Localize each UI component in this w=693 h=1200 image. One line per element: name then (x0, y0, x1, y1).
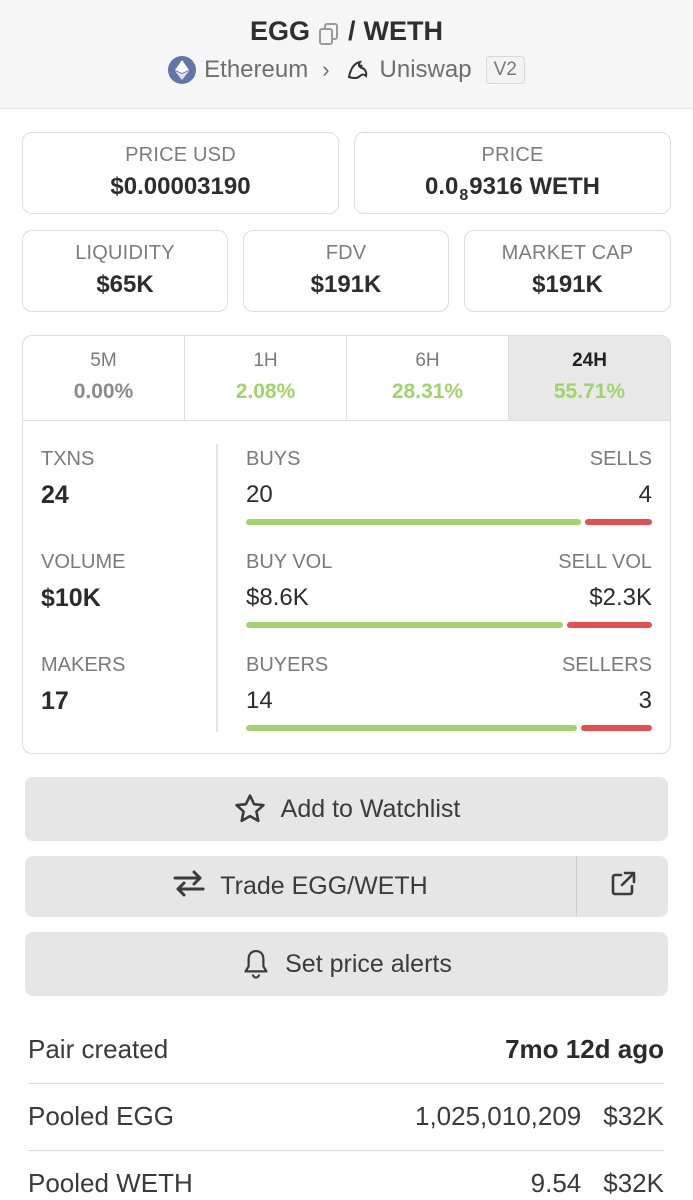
alerts-label: Set price alerts (285, 949, 452, 978)
change-24h: 55.71% (553, 380, 626, 403)
timeframe-tabs: 5M 0.00% 1H 2.08% 6H 28.31% 24H 55.71% (23, 336, 670, 421)
liquidity-value: $65K (96, 271, 154, 298)
swap-arrows-icon (172, 869, 206, 904)
tab-5m[interactable]: 5M 0.00% (23, 336, 185, 420)
market-cap-value: $191K (532, 271, 603, 298)
volume-split: BUY VOL SELL VOL $8.6K $2.3K (246, 551, 652, 628)
sell-vol-value: $2.3K (589, 584, 652, 611)
liquidity-card: LIQUIDITY $65K (22, 230, 228, 312)
sellers-value: 3 (638, 687, 652, 714)
watchlist-label: Add to Watchlist (280, 794, 461, 823)
txns-metric: TXNS 24 (41, 448, 95, 509)
pooled-quote-label: Pooled WETH (28, 1168, 193, 1198)
row-divider (28, 1150, 664, 1151)
buys-value: 20 (246, 481, 273, 508)
external-link-icon (609, 870, 637, 903)
liquidity-label: LIQUIDITY (75, 242, 175, 264)
price-usd-value: $0.00003190 (110, 173, 251, 200)
chevron-right-icon: › (322, 57, 330, 82)
version-badge: V2 (485, 56, 525, 84)
base-token-symbol: EGG (249, 16, 310, 46)
price-native-label: PRICE (481, 144, 544, 166)
trade-label: Trade EGG/WETH (220, 872, 428, 900)
uniswap-icon (344, 56, 372, 84)
makers-split: BUYERS SELLERS 14 3 (246, 654, 652, 731)
market-cap-label: MARKET CAP (501, 242, 634, 264)
volume-ratio-bar (246, 622, 652, 628)
volume-value: $10K (41, 584, 101, 612)
price-usd-card: PRICE USD $0.00003190 (22, 132, 339, 214)
makers-value: 17 (41, 687, 69, 715)
price-native-value: 0.089316 WETH (425, 173, 600, 204)
change-6h: 28.31% (391, 380, 464, 403)
pair-title: EGG / WETH (0, 16, 693, 47)
fdv-label: FDV (325, 242, 367, 264)
star-icon (233, 792, 267, 826)
pair-header: EGG / WETH Ethereum › Uniswap V2 (0, 0, 693, 109)
copy-icon[interactable] (318, 21, 340, 45)
pair-created-value: 7mo 12d ago (505, 1034, 664, 1064)
txns-split: BUYS SELLS 20 4 (246, 448, 652, 525)
fdv-card: FDV $191K (243, 230, 449, 312)
pooled-base-row: Pooled EGG 1,025,010,209 $32K (28, 1101, 664, 1132)
pair-separator: / (348, 16, 356, 46)
breadcrumb: Ethereum › Uniswap V2 (0, 56, 693, 84)
dex-link[interactable]: Uniswap (379, 56, 472, 83)
tab-6h[interactable]: 6H 28.31% (347, 336, 509, 420)
ethereum-icon (168, 56, 197, 84)
txns-value: 24 (41, 481, 69, 509)
tab-24h[interactable]: 24H 55.71% (509, 336, 670, 420)
pooled-quote-amount: 9.54 (530, 1168, 582, 1198)
pooled-quote-usd: $32K (603, 1168, 664, 1198)
set-price-alerts-button[interactable]: Set price alerts (25, 932, 668, 996)
pooled-base-label: Pooled EGG (28, 1101, 174, 1131)
fdv-value: $191K (310, 271, 382, 298)
row-divider (28, 1083, 664, 1084)
bell-icon (241, 948, 271, 980)
makers-metric: MAKERS 17 (41, 654, 126, 715)
sells-value: 4 (638, 481, 652, 508)
quote-token-symbol: WETH (363, 16, 443, 46)
pair-created-row: Pair created 7mo 12d ago (28, 1034, 664, 1065)
buyers-value: 14 (246, 687, 273, 714)
chain-link[interactable]: Ethereum (204, 56, 309, 83)
trade-button[interactable]: Trade EGG/WETH (25, 856, 575, 917)
volume-metric: VOLUME $10K (41, 551, 126, 612)
change-1h: 2.08% (235, 380, 296, 403)
pooled-base-usd: $32K (603, 1101, 664, 1131)
price-native-card: PRICE 0.089316 WETH (354, 132, 671, 214)
market-cap-card: MARKET CAP $191K (464, 230, 671, 312)
pooled-base-amount: 1,025,010,209 (414, 1101, 582, 1131)
change-5m: 0.00% (73, 380, 134, 403)
makers-ratio-bar (246, 725, 652, 731)
add-to-watchlist-button[interactable]: Add to Watchlist (25, 777, 668, 841)
trade-bar: Trade EGG/WETH (25, 856, 668, 917)
txns-ratio-bar (246, 519, 652, 525)
metrics-divider (216, 444, 218, 732)
timeframe-panel: 5M 0.00% 1H 2.08% 6H 28.31% 24H 55.71% T… (22, 335, 671, 754)
buy-vol-value: $8.6K (246, 584, 309, 611)
pooled-quote-row: Pooled WETH 9.54 $32K (28, 1168, 664, 1199)
pair-created-label: Pair created (28, 1034, 169, 1064)
tab-1h[interactable]: 1H 2.08% (185, 336, 347, 420)
external-link-button[interactable] (576, 856, 668, 917)
price-usd-label: PRICE USD (125, 144, 236, 166)
